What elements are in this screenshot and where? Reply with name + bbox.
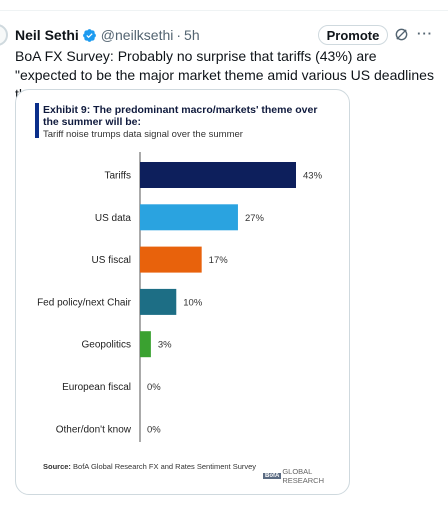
tweet-header: Neil Sethi @neilksethi · 5h xyxy=(15,26,200,44)
bar-chart: Tariffs 43% US data 27% US fiscal 17% Fed poli… xyxy=(37,152,323,442)
value-label: 10% xyxy=(183,297,203,308)
value-label: 27% xyxy=(245,213,265,224)
category-label: European fiscal xyxy=(62,382,131,393)
like-icon[interactable]: ⌒ xyxy=(204,0,215,9)
category-label: Other/don't know xyxy=(56,424,132,435)
bofa-logo-text: GLOBAL RESEARCH xyxy=(282,467,325,485)
avatar[interactable] xyxy=(0,24,8,46)
verified-badge-icon xyxy=(82,28,96,42)
category-label: US fiscal xyxy=(92,255,131,266)
previous-tweet-action-icons: ⌒ ⌒ ⌒ ⌒ ⌒ xyxy=(0,0,448,9)
value-label: 43% xyxy=(303,171,323,182)
chart-subtitle: Tariff noise trumps data signal over the… xyxy=(43,129,243,140)
bar xyxy=(140,162,296,188)
category-label: Tariffs xyxy=(105,171,132,182)
bar xyxy=(140,204,238,231)
value-label: 0% xyxy=(147,424,161,435)
chart-title: Exhibit 9: The predominant macro/markets… xyxy=(43,104,318,128)
tweet-image[interactable]: Exhibit 9: The predominant macro/markets… xyxy=(15,89,350,495)
bofa-logo: BofA GLOBAL RESEARCH xyxy=(263,467,349,485)
bofa-logo-box: BofA xyxy=(263,473,282,479)
category-label: Fed policy/next Chair xyxy=(37,297,132,308)
value-label: 17% xyxy=(209,255,229,266)
bar xyxy=(140,331,151,358)
bar xyxy=(140,288,177,315)
repost-icon[interactable]: ⌒ xyxy=(105,0,116,9)
value-label: 0% xyxy=(147,382,161,393)
category-label: US data xyxy=(95,213,132,224)
views-icon[interactable]: ⌒ xyxy=(303,0,314,9)
source-text: BofA Global Research FX and Rates Sentim… xyxy=(73,462,257,471)
source-prefix: Source: xyxy=(43,462,71,471)
promote-button[interactable]: Promote xyxy=(318,25,388,45)
tweet-timestamp[interactable]: 5h xyxy=(184,27,200,43)
exhibit-accent-bar xyxy=(35,103,39,138)
grok-icon[interactable] xyxy=(394,27,409,42)
chart-source: Source: BofA Global Research FX and Rate… xyxy=(43,462,256,471)
bar xyxy=(140,246,202,273)
author-handle[interactable]: @neilksethi xyxy=(100,27,174,43)
author-name[interactable]: Neil Sethi xyxy=(15,27,79,43)
more-icon[interactable]: ··· xyxy=(417,26,433,41)
reply-icon[interactable]: ⌒ xyxy=(6,0,17,9)
category-label: Geopolitics xyxy=(82,340,131,351)
share-icon[interactable]: ⌒ xyxy=(400,0,411,9)
header-separator: · xyxy=(176,27,182,43)
tweet-divider xyxy=(0,10,448,11)
value-label: 3% xyxy=(158,340,172,351)
